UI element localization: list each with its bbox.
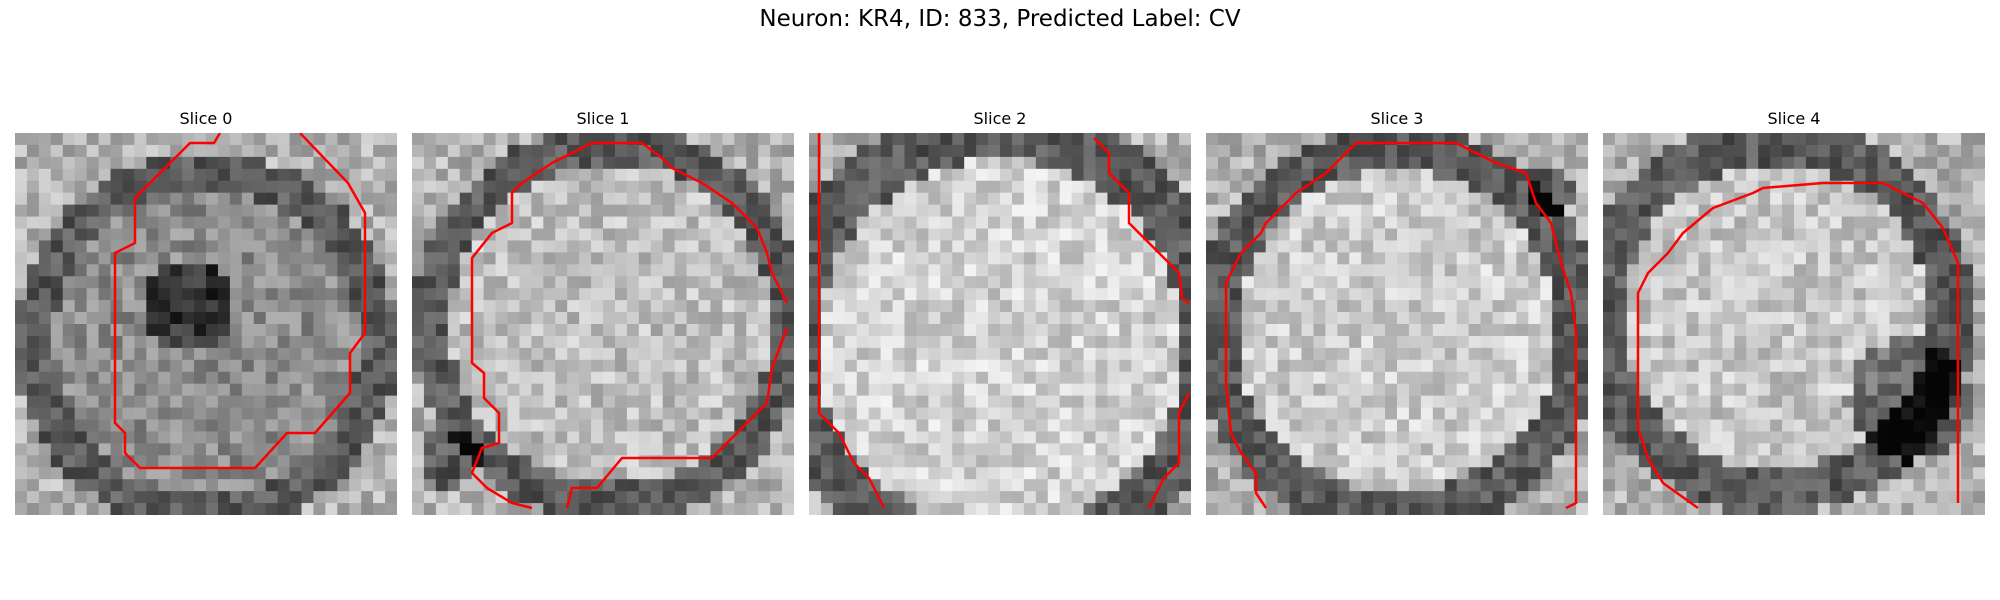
slice-2-image	[809, 133, 1191, 515]
slice-4-image	[1603, 133, 1985, 515]
slice-1-title: Slice 1	[576, 109, 630, 128]
slice-2-contour-0	[817, 133, 886, 509]
slice-3-contour-0	[1224, 141, 1578, 510]
slice-2-title: Slice 2	[973, 109, 1027, 128]
slice-3-pixels	[1206, 133, 1588, 515]
slice-1-pixels	[412, 133, 794, 515]
slice-4-pixels	[1603, 133, 1985, 515]
slice-0-title: Slice 0	[179, 109, 233, 128]
figure-title: Neuron: KR4, ID: 833, Predicted Label: C…	[759, 6, 1241, 32]
slice-1-contour-0	[565, 327, 789, 509]
slice-1-contour-1	[470, 141, 789, 510]
slice-0-pixels	[15, 133, 397, 515]
slice-1-image	[412, 133, 794, 515]
slice-2-contour-2	[1093, 137, 1190, 305]
slice-3-title: Slice 3	[1370, 109, 1424, 128]
slice-4-contour-0	[1636, 181, 1960, 510]
slice-4-title: Slice 4	[1767, 109, 1821, 128]
slice-0-contour-0	[113, 133, 367, 470]
slice-3-image	[1206, 133, 1588, 515]
slice-2-contour-1	[1147, 392, 1191, 509]
slice-2-pixels	[809, 133, 1191, 515]
slice-0-image	[15, 133, 397, 515]
